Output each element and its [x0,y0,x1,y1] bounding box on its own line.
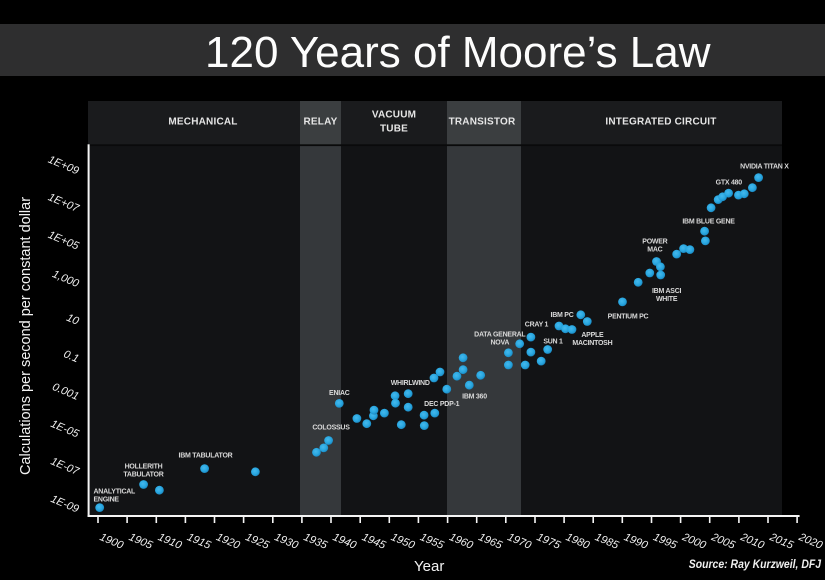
svg-text:0.1: 0.1 [62,348,81,365]
svg-text:ENGINE: ENGINE [94,497,120,504]
svg-text:VACUUM: VACUUM [372,110,416,121]
svg-text:1905: 1905 [127,531,155,552]
svg-text:2010: 2010 [738,531,767,552]
svg-text:1950: 1950 [389,531,417,552]
svg-text:TABULATOR: TABULATOR [123,472,163,479]
svg-text:2000: 2000 [680,531,709,552]
svg-text:ANALYTICAL: ANALYTICAL [94,489,137,496]
svg-text:RELAY: RELAY [304,117,338,128]
svg-text:IBM TABULATOR: IBM TABULATOR [179,453,233,460]
svg-text:1965: 1965 [477,531,505,552]
svg-text:CRAY 1: CRAY 1 [525,322,549,329]
svg-text:POWER: POWER [642,239,667,246]
svg-text:1995: 1995 [651,531,679,552]
svg-text:PENTIUM PC: PENTIUM PC [608,314,649,321]
svg-text:TRANSISTOR: TRANSISTOR [449,117,516,128]
svg-text:1E+09: 1E+09 [46,154,80,178]
svg-text:HOLLERITH: HOLLERITH [125,464,163,471]
svg-text:1E+05: 1E+05 [46,229,81,253]
svg-text:1955: 1955 [418,531,446,552]
svg-text:1985: 1985 [593,531,621,552]
svg-text:IBM ASCI: IBM ASCI [652,288,682,295]
svg-text:1915: 1915 [185,531,213,552]
svg-text:APPLE: APPLE [581,332,604,339]
svg-text:1990: 1990 [622,531,650,552]
svg-text:ENIAC: ENIAC [329,390,350,397]
svg-text:1E-05: 1E-05 [49,418,82,441]
svg-text:NVIDIA TITAN X: NVIDIA TITAN X [740,164,789,171]
svg-text:IBM PC: IBM PC [551,312,574,319]
svg-text:1920: 1920 [214,531,242,552]
svg-text:1940: 1940 [331,531,359,552]
svg-text:IBM 360: IBM 360 [462,394,487,401]
svg-text:GTX 480: GTX 480 [716,179,743,186]
svg-text:1935: 1935 [302,531,330,552]
svg-text:TUBE: TUBE [380,124,408,135]
svg-text:SUN 1: SUN 1 [543,339,563,346]
svg-text:1970: 1970 [506,531,534,552]
svg-text:0.001: 0.001 [50,381,80,403]
svg-text:1900: 1900 [98,531,126,552]
svg-text:1925: 1925 [244,531,272,552]
svg-text:MACINTOSH: MACINTOSH [572,340,612,347]
svg-text:2005: 2005 [709,531,738,552]
svg-text:1980: 1980 [564,531,592,552]
svg-text:2015: 2015 [767,531,796,552]
svg-text:10: 10 [65,312,82,328]
svg-text:1910: 1910 [156,531,184,552]
svg-text:MECHANICAL: MECHANICAL [168,117,237,128]
svg-text:1960: 1960 [447,531,475,552]
svg-text:INTEGRATED CIRCUIT: INTEGRATED CIRCUIT [605,117,716,128]
svg-text:2020: 2020 [796,531,825,552]
svg-text:MAC: MAC [647,247,662,254]
svg-text:WHIRLWIND: WHIRLWIND [391,380,430,387]
svg-text:WHITE: WHITE [656,296,678,303]
svg-text:DEC PDP-1: DEC PDP-1 [424,401,459,408]
svg-text:1,000: 1,000 [50,268,81,290]
svg-text:1E-09: 1E-09 [49,493,81,516]
svg-text:1E-07: 1E-07 [49,455,82,478]
svg-text:DATA GENERAL: DATA GENERAL [474,332,526,339]
svg-text:1930: 1930 [273,531,301,552]
svg-text:IBM BLUE GENE: IBM BLUE GENE [682,218,735,225]
svg-text:NOVA: NOVA [490,340,509,347]
svg-text:1975: 1975 [535,531,563,552]
svg-text:1945: 1945 [360,531,388,552]
svg-text:1E+07: 1E+07 [46,191,81,215]
svg-text:COLOSSUS: COLOSSUS [312,425,350,432]
